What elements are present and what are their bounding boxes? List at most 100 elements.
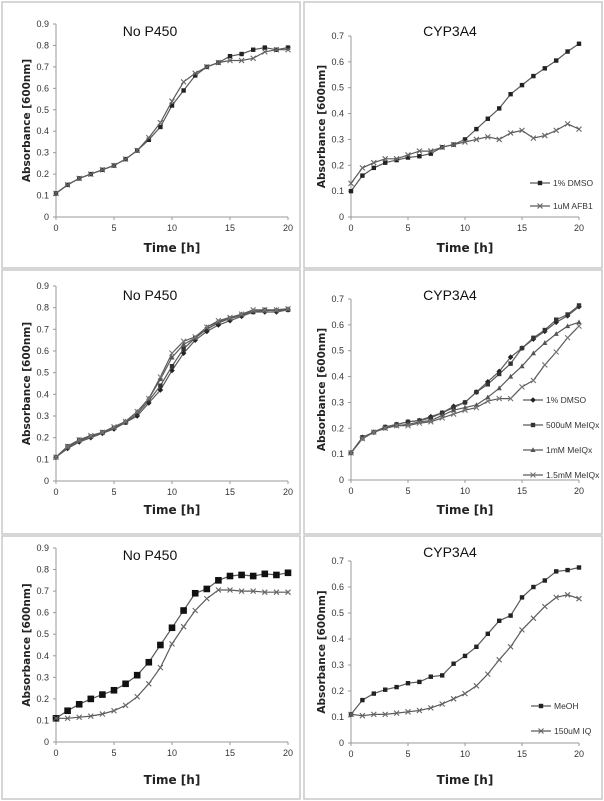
x-tick-label: 0: [348, 749, 353, 759]
data-point: [485, 382, 490, 387]
data-point: [370, 711, 377, 718]
series-1: [348, 41, 582, 194]
legend-marker: [530, 397, 536, 403]
data-point: [473, 682, 480, 689]
x-tick-label: 5: [405, 486, 410, 496]
data-point: [203, 585, 211, 593]
data-point: [451, 661, 456, 666]
legend-label: 500uM MeIQx: [546, 420, 600, 430]
data-point: [192, 607, 199, 614]
series-2: [348, 121, 582, 187]
data-point: [348, 449, 354, 456]
data-point: [450, 695, 457, 702]
data-point: [53, 190, 59, 197]
data-point: [273, 571, 280, 579]
y-tick-label: 0.1: [331, 449, 344, 459]
y-tick-label: 0.9: [36, 281, 49, 291]
data-point: [462, 407, 468, 414]
data-point: [122, 156, 129, 162]
data-point: [496, 656, 503, 663]
legend-label: MeOH: [554, 701, 579, 711]
data-point: [348, 188, 354, 194]
y-tick-label: 0.9: [36, 19, 49, 29]
series-line: [350, 123, 580, 184]
data-point: [450, 141, 457, 148]
data-point: [394, 157, 399, 163]
panel-border: [1, 1, 301, 269]
x-tick-label: 10: [460, 223, 470, 233]
data-point: [203, 595, 210, 602]
series-2: [53, 46, 291, 197]
data-point: [462, 137, 468, 142]
data-point: [405, 681, 411, 686]
legend-item: 1% DMSO: [523, 395, 587, 405]
data-point: [508, 361, 513, 366]
data-point: [485, 631, 490, 636]
x-tick-label: 5: [405, 749, 410, 759]
data-point: [462, 690, 468, 697]
data-point: [507, 130, 514, 136]
data-point: [564, 121, 571, 127]
data-point: [496, 395, 503, 402]
data-point: [553, 331, 559, 336]
y-axis-label: Absorbance [600nm]: [21, 59, 33, 182]
data-point: [261, 306, 268, 313]
x-tick-label: 15: [225, 223, 235, 233]
y-tick-label: 0.8: [36, 40, 49, 50]
data-point: [541, 362, 548, 368]
data-point: [564, 591, 571, 598]
y-tick-label: 0.7: [331, 31, 344, 41]
series-4: [53, 305, 291, 461]
data-point: [227, 587, 233, 593]
y-tick-label: 0.7: [331, 556, 344, 566]
data-point: [146, 137, 151, 142]
data-point: [450, 411, 457, 417]
data-point: [519, 127, 525, 134]
data-point: [227, 314, 233, 321]
y-tick-label: 0.9: [36, 543, 49, 553]
data-point: [134, 693, 141, 700]
series-line: [350, 325, 580, 454]
data-point: [146, 398, 151, 404]
x-axis-label: Time [h]: [144, 241, 201, 255]
data-point: [157, 119, 164, 126]
data-point: [238, 57, 245, 64]
data-point: [565, 323, 571, 329]
data-point: [519, 595, 525, 600]
data-point: [99, 166, 106, 173]
legend-label: 1% DMSO: [553, 178, 594, 188]
data-point: [371, 691, 376, 696]
data-point: [169, 641, 175, 647]
y-tick-label: 0.7: [331, 294, 344, 304]
data-point: [576, 565, 582, 570]
data-point: [273, 46, 280, 53]
data-point: [285, 45, 291, 50]
y-tick-label: 0.5: [36, 105, 49, 115]
chart-title: No P450: [123, 547, 178, 563]
y-tick-label: 0: [44, 212, 49, 222]
panel-border: [303, 269, 603, 535]
data-point: [576, 323, 582, 330]
y-tick-label: 0: [44, 476, 49, 486]
data-point: [393, 155, 400, 162]
y-tick-label: 0.1: [331, 712, 344, 722]
data-point: [484, 133, 491, 140]
y-tick-label: 0.4: [331, 109, 344, 119]
data-point: [169, 363, 175, 369]
y-tick-label: 0.5: [36, 629, 49, 639]
data-point: [111, 707, 117, 714]
data-point: [158, 124, 163, 130]
x-tick-label: 20: [283, 223, 293, 233]
data-point: [239, 51, 244, 57]
y-tick-label: 0: [339, 475, 344, 485]
data-point: [250, 306, 257, 313]
data-point: [285, 305, 291, 312]
data-point: [215, 587, 222, 593]
x-tick-label: 15: [225, 748, 235, 758]
data-point: [497, 618, 502, 623]
data-point: [485, 116, 490, 121]
x-axis-label: Time [h]: [437, 241, 494, 255]
data-point: [417, 154, 422, 159]
y-tick-label: 0.4: [36, 126, 49, 136]
data-point: [474, 389, 479, 395]
